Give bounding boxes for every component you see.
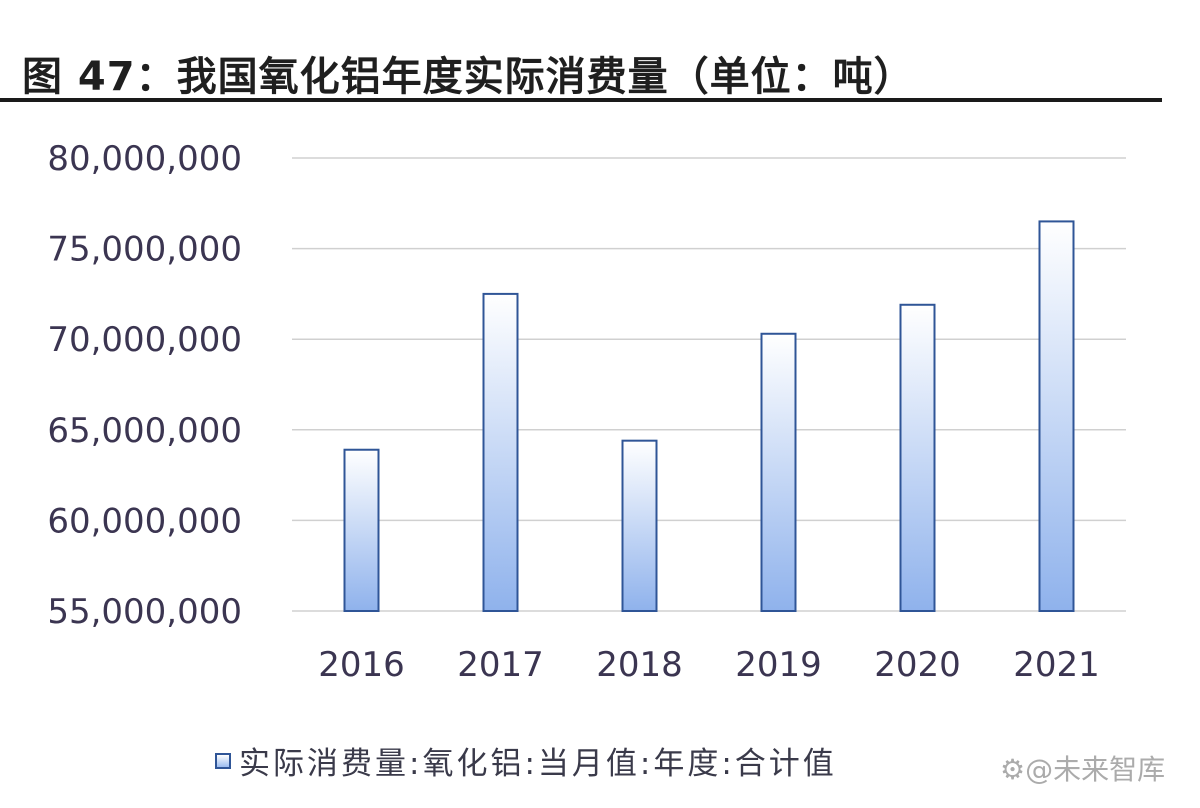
y-tick-label: 75,000,000 — [47, 230, 242, 270]
grid-lines — [292, 157, 1126, 612]
y-axis-ticks: 80,000,000 75,000,000 70,000,000 65,000,000… — [47, 139, 242, 632]
chart-title: 图 47：我国氧化铝年度实际消费量（单位：吨） — [22, 54, 915, 100]
legend-swatch — [215, 752, 231, 769]
bar-2021 — [1038, 220, 1075, 612]
title-rule — [0, 98, 1162, 102]
x-tick-label: 2016 — [318, 645, 405, 685]
bar-2016 — [343, 448, 380, 612]
x-axis-ticks: 2016 2017 2018 2019 2020 2021 — [318, 645, 1100, 685]
bar-2018 — [621, 439, 658, 612]
x-tick-label: 2021 — [1013, 645, 1100, 685]
y-tick-label: 55,000,000 — [47, 592, 242, 632]
legend-label: 实际消费量:氧化铝:当月值:年度:合计值 — [239, 746, 837, 782]
watermark: ⚙@未来智库 — [1000, 748, 1165, 788]
y-tick-label: 65,000,000 — [47, 411, 242, 451]
bar-2019 — [760, 332, 797, 612]
bar-2017 — [482, 292, 519, 612]
legend: 实际消费量:氧化铝:当月值:年度:合计值 — [215, 738, 837, 783]
y-tick-label: 60,000,000 — [47, 501, 242, 541]
gear-icon: ⚙ — [1000, 753, 1026, 786]
y-tick-label: 80,000,000 — [47, 139, 242, 179]
bar-2020 — [899, 303, 936, 612]
x-tick-label: 2020 — [874, 645, 961, 685]
x-tick-label: 2018 — [596, 645, 683, 685]
x-tick-label: 2019 — [735, 645, 822, 685]
watermark-text: @未来智库 — [1025, 753, 1166, 786]
y-tick-label: 70,000,000 — [47, 320, 242, 360]
bars — [343, 220, 1075, 612]
x-tick-label: 2017 — [457, 645, 544, 685]
